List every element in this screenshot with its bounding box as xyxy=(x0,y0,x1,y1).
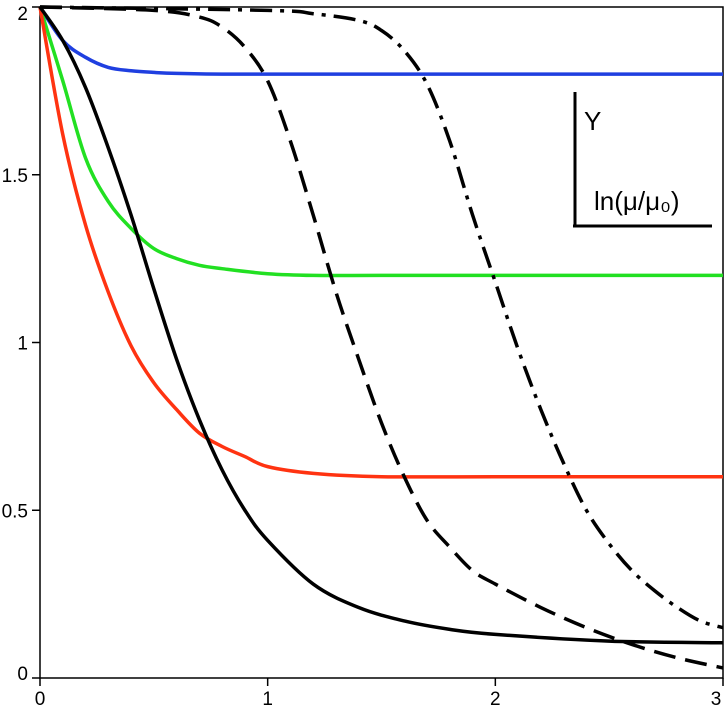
series-line-2 xyxy=(38,6,723,278)
y-tick-label: 2 xyxy=(17,4,28,25)
plot-frame xyxy=(39,6,724,679)
y-tick-label: 0 xyxy=(17,664,28,685)
series-line-4 xyxy=(38,6,724,645)
x-tick-label: 3 xyxy=(711,689,722,710)
series-line-5 xyxy=(39,5,724,670)
legend-horizontal-label: ln(μ/μ₀) xyxy=(594,186,680,216)
series-line-3 xyxy=(38,6,723,479)
y-tick-label: 1.5 xyxy=(2,166,28,187)
series-layer xyxy=(38,5,724,670)
axis-layer: 0 1 2 3 0 0.5 1 1.5 2 xyxy=(2,4,724,710)
x-tick-label: 0 xyxy=(35,689,46,710)
legend-vertical-label: Y xyxy=(584,106,601,136)
x-tick-label: 1 xyxy=(262,689,273,710)
y-tick-label: 0.5 xyxy=(2,501,28,522)
legend: Y ln(μ/μ₀) xyxy=(573,92,712,228)
series-line-6 xyxy=(39,5,724,630)
y-tick-label: 1 xyxy=(17,334,28,355)
x-tick-label: 2 xyxy=(490,689,501,710)
series-line-1 xyxy=(38,6,723,76)
